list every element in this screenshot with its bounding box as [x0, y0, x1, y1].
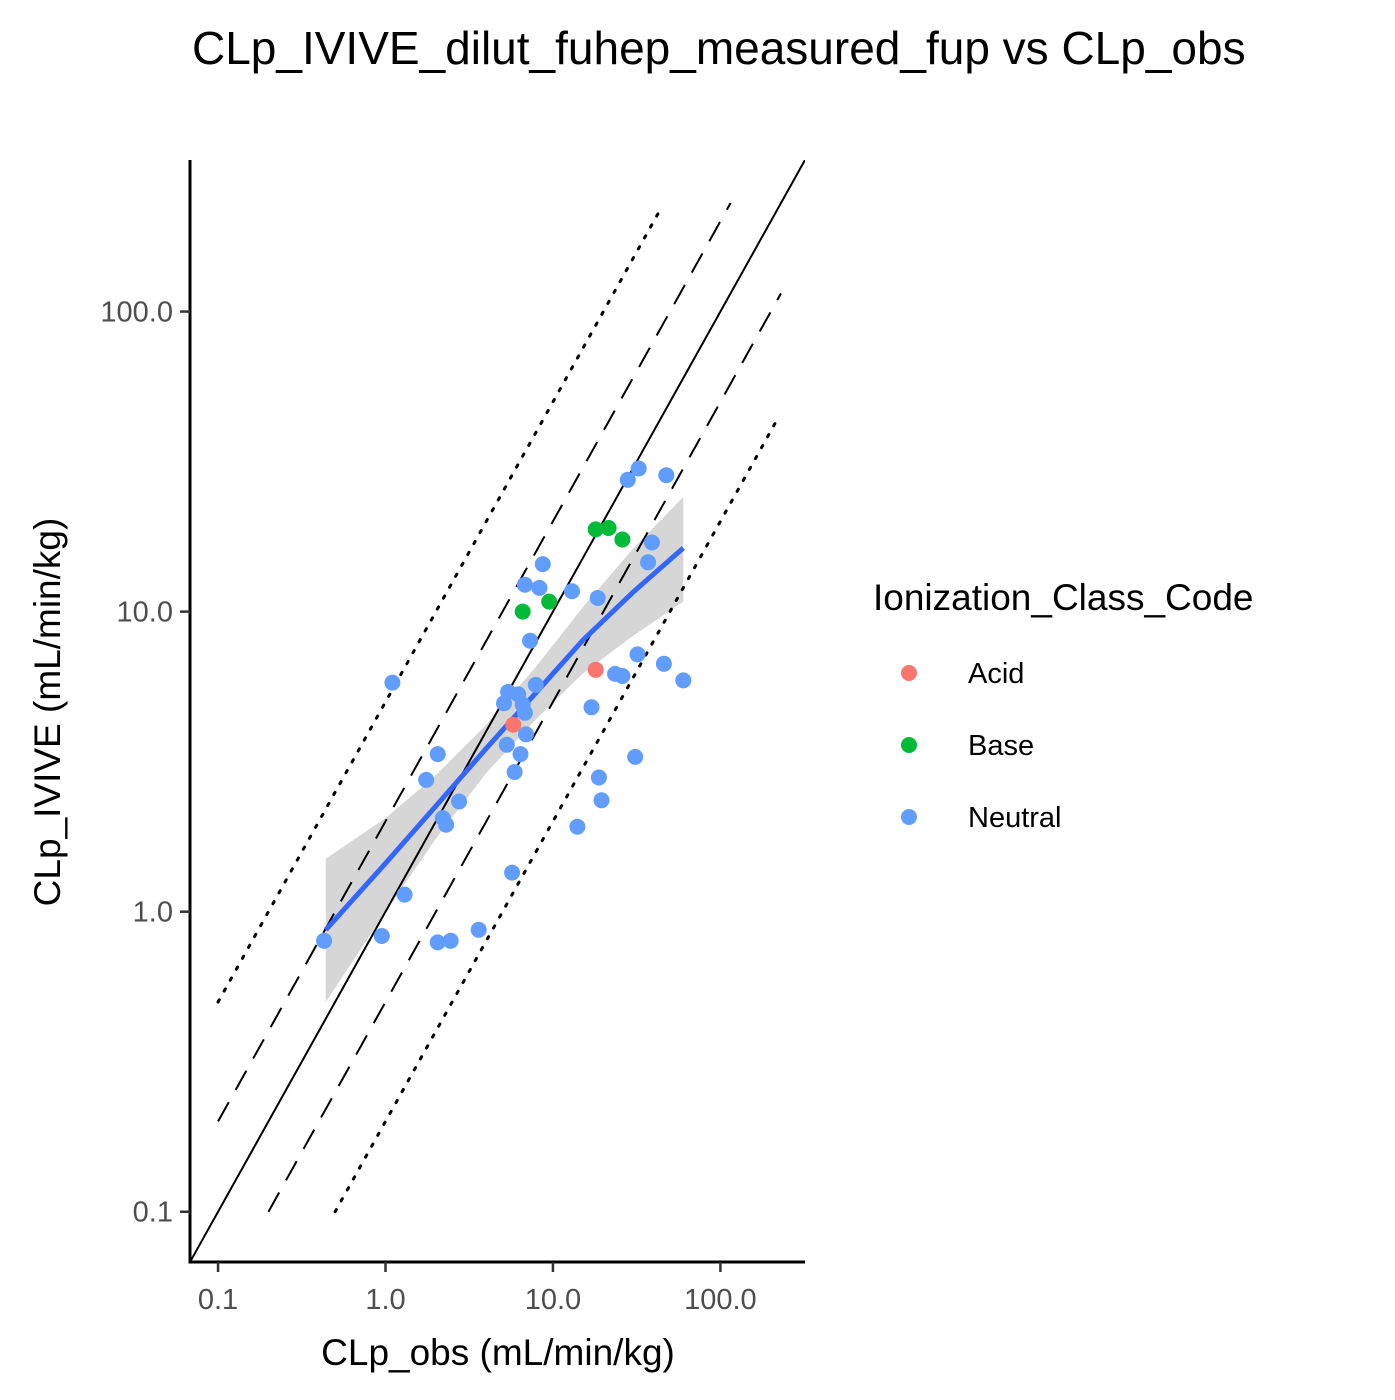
- data-point-neutral: [675, 672, 692, 689]
- data-point-base: [541, 593, 558, 610]
- data-point-base: [614, 531, 631, 548]
- x-tick-label: 100.0: [684, 1284, 757, 1316]
- reference-line-5-fold-lower: [333, 414, 781, 1214]
- data-point-neutral: [629, 646, 646, 663]
- data-point-neutral: [630, 460, 647, 477]
- data-point-neutral: [451, 793, 468, 810]
- data-point-neutral: [384, 674, 401, 691]
- legend-label-acid: Acid: [968, 658, 1024, 690]
- data-point-base: [514, 603, 531, 620]
- data-point-neutral: [522, 632, 539, 649]
- y-tick-label: 0.1: [133, 1197, 173, 1229]
- y-tick-label: 100.0: [100, 297, 173, 329]
- data-point-neutral: [593, 792, 610, 809]
- data-point-neutral: [429, 746, 446, 763]
- data-point-neutral: [512, 746, 529, 763]
- data-point-neutral: [534, 556, 551, 573]
- plot-clipped-layer: [190, 160, 805, 1262]
- data-point-acid: [505, 716, 522, 733]
- legend-key-neutral: [901, 809, 917, 825]
- data-point-neutral: [640, 554, 657, 571]
- data-point-neutral: [516, 576, 533, 593]
- x-tick-label: 10.0: [525, 1284, 581, 1316]
- data-point-neutral: [438, 816, 455, 833]
- legend-label-base: Base: [968, 730, 1034, 762]
- reference-line-identity: [190, 160, 805, 1262]
- data-point-neutral: [564, 583, 580, 600]
- data-point-base: [587, 521, 604, 538]
- data-point-neutral: [470, 921, 487, 938]
- data-point-neutral: [614, 668, 631, 684]
- data-point-neutral: [643, 534, 660, 551]
- x-tick-label: 1.0: [365, 1284, 405, 1316]
- y-axis-title: CLp_IVIVE (mL/min/kg): [27, 518, 68, 907]
- chart-title: CLp_IVIVE_dilut_fuhep_measured_fup vs CL…: [192, 22, 1246, 74]
- data-point-neutral: [516, 704, 533, 721]
- data-point-neutral: [590, 769, 607, 786]
- data-point-neutral: [429, 934, 446, 951]
- data-point-neutral: [316, 932, 333, 949]
- y-tick-label: 10.0: [117, 597, 173, 629]
- x-tick-label: 0.1: [198, 1284, 238, 1316]
- data-point-neutral: [498, 736, 515, 753]
- data-point-neutral: [418, 771, 435, 788]
- data-point-neutral: [583, 699, 600, 716]
- data-point-neutral: [627, 748, 644, 765]
- data-point-neutral: [619, 471, 636, 488]
- legend-key-base: [901, 737, 917, 753]
- legend-label-neutral: Neutral: [968, 802, 1062, 834]
- data-point-neutral: [527, 676, 544, 693]
- data-point-base: [600, 520, 617, 536]
- data-point-neutral: [531, 579, 548, 596]
- legend: Ionization_Class_Code Acid Base Neutral: [873, 577, 1254, 834]
- data-point-neutral: [504, 864, 521, 881]
- y-tick-label: 1.0: [133, 897, 173, 929]
- reference-line-5-fold-upper: [216, 204, 664, 1004]
- reference-line-2-fold-upper: [217, 202, 732, 1122]
- data-point-neutral: [569, 818, 586, 835]
- data-point-acid: [587, 661, 604, 678]
- legend-title: Ionization_Class_Code: [873, 577, 1254, 618]
- data-point-neutral: [442, 932, 459, 949]
- legend-key-acid: [901, 665, 917, 681]
- data-point-neutral: [373, 928, 390, 944]
- data-point-neutral: [658, 467, 675, 484]
- data-point-neutral: [396, 886, 413, 903]
- data-point-neutral: [589, 590, 606, 606]
- plot-area: 0.1 1.0 10.0 100.0 0.1 1.0 10.0 100.0: [100, 160, 805, 1316]
- x-axis-title: CLp_obs (mL/min/kg): [321, 1332, 675, 1373]
- data-point-neutral: [518, 726, 534, 743]
- data-point-neutral: [506, 764, 523, 780]
- data-point-neutral: [655, 655, 672, 672]
